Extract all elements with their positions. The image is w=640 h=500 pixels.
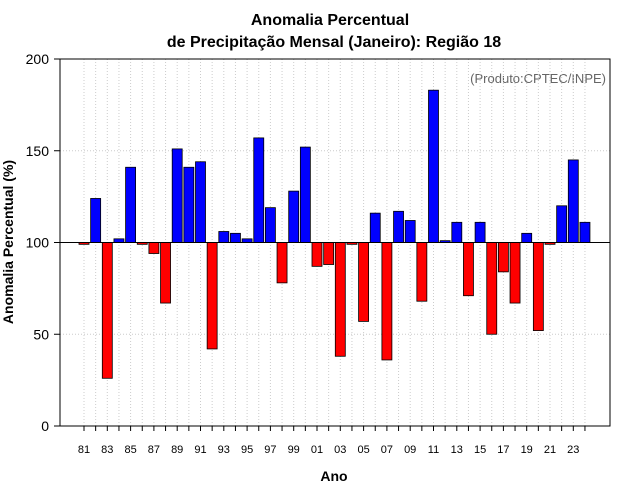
bar-1982 (90, 198, 102, 243)
x-tick-label: 09 (404, 444, 416, 456)
bar-2016 (486, 242, 498, 335)
bar-2024 (579, 221, 591, 243)
bar-2015 (474, 221, 486, 243)
x-tick-label: 01 (311, 444, 323, 456)
bar-1993 (218, 231, 230, 243)
bar-2011 (428, 89, 439, 243)
bar-2005 (358, 242, 370, 322)
x-tick-label: 03 (334, 444, 346, 456)
bar-2022 (556, 205, 568, 243)
axes: 0 50 100 150 200 81 83 85 87 89 91 93 95 97 99 01 03 05 07… (26, 51, 611, 456)
x-tick-label: 81 (78, 444, 90, 456)
x-tick-label: 15 (474, 444, 486, 456)
bar-2006 (369, 212, 381, 243)
x-tick-label: 95 (241, 444, 253, 456)
x-tick-label: 97 (264, 444, 276, 456)
y-tick-label: 150 (26, 143, 50, 159)
bar-2008 (393, 210, 404, 243)
y-tick-label: 0 (41, 418, 49, 434)
bar-1998 (276, 242, 288, 284)
x-tick-label: 83 (101, 444, 113, 456)
x-axis-label: Ano (320, 468, 347, 484)
chart-subtitle: de Precipitação Mensal (Janeiro): Região… (167, 34, 501, 51)
bar-2013 (451, 221, 463, 243)
bar-1984 (113, 238, 125, 243)
bar-2017 (497, 242, 509, 273)
x-tick-label: 23 (567, 444, 579, 456)
bar-1995 (241, 238, 253, 243)
x-tick-label: 11 (428, 444, 439, 456)
y-axis-label: Anomalia Percentual (%) (0, 160, 16, 324)
bar-2023 (567, 159, 579, 243)
x-tick-label: 89 (171, 444, 183, 456)
bar-1997 (264, 207, 276, 243)
x-tick-label: 99 (288, 444, 300, 456)
x-tick-label: 87 (148, 444, 160, 456)
bar-1989 (171, 148, 183, 243)
bar-1987 (148, 242, 160, 254)
bar-2014 (463, 242, 474, 297)
x-tick-label: 21 (544, 444, 556, 456)
bar-1983 (101, 242, 113, 379)
bar-1999 (288, 190, 300, 243)
bar-1991 (195, 161, 206, 243)
x-tick-label: 07 (381, 444, 393, 456)
bar-2018 (509, 242, 521, 304)
bar-1996 (253, 137, 265, 243)
bar-1994 (230, 232, 241, 243)
x-tick-label: 13 (451, 444, 463, 456)
bar-1985 (125, 166, 136, 243)
y-tick-label: 100 (26, 235, 50, 251)
bar-2002 (323, 242, 335, 265)
chart-credit: (Produto:CPTEC/INPE) (470, 71, 606, 86)
x-tick-label: 85 (124, 444, 136, 456)
bar-2001 (311, 242, 323, 267)
x-tick-label: 05 (357, 444, 369, 456)
bar-2007 (381, 242, 393, 361)
x-tick-label: 17 (497, 444, 509, 456)
bar-1992 (206, 242, 218, 350)
y-tick-label: 200 (26, 51, 50, 67)
bar-2019 (521, 232, 533, 243)
bar-2010 (416, 242, 428, 302)
bar-1988 (160, 242, 171, 304)
y-tick-label: 50 (33, 326, 49, 342)
bar-2009 (404, 220, 416, 243)
bar-2003 (334, 242, 346, 357)
bar-2020 (532, 242, 544, 331)
bar-2000 (299, 146, 311, 243)
x-tick-label: 19 (521, 444, 533, 456)
bars (78, 89, 591, 379)
bar-1990 (183, 166, 195, 243)
x-tick-label: 93 (218, 444, 230, 456)
x-tick-label: 91 (194, 444, 206, 456)
chart-title: Anomalia Percentual (251, 12, 409, 29)
